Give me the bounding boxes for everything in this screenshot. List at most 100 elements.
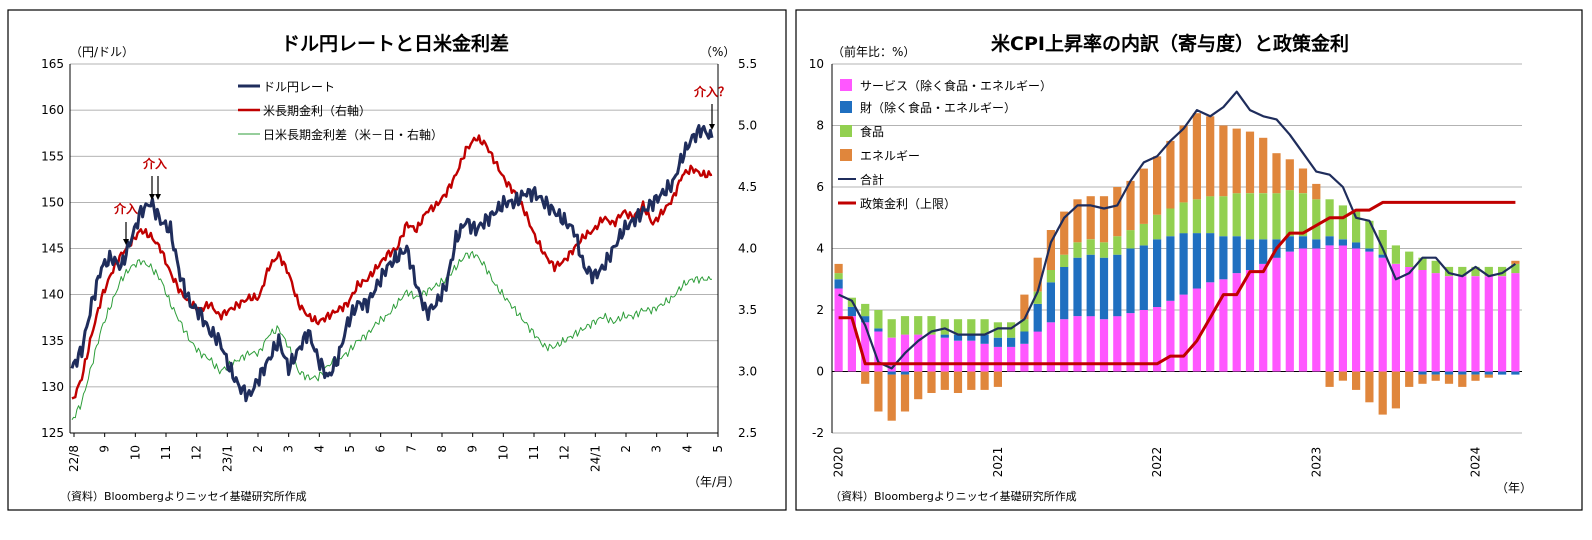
right-bar-segment bbox=[967, 319, 976, 335]
right-bar-segment bbox=[980, 319, 989, 335]
left-x-tick-label: 11 bbox=[159, 445, 173, 460]
right-bar-segment bbox=[914, 316, 923, 335]
right-panel-frame bbox=[795, 9, 1583, 511]
right-bar-segment bbox=[1471, 374, 1480, 381]
right-bar-segment bbox=[1352, 248, 1361, 372]
right-bar-segment bbox=[1232, 193, 1241, 237]
left-legend-label: 米長期金利（右軸） bbox=[263, 103, 371, 118]
right-bar-segment bbox=[1405, 266, 1414, 372]
right-bar-segment bbox=[1285, 159, 1294, 191]
right-bar-segment bbox=[1060, 266, 1069, 320]
right-bar-segment bbox=[1378, 371, 1387, 415]
right-y-unit: （前年比：%） bbox=[832, 44, 915, 59]
right-y-tick-label: 0 bbox=[816, 365, 824, 379]
right-legend-swatch bbox=[840, 125, 852, 137]
right-bar-segment bbox=[834, 263, 843, 274]
right-y-tick-label: 4 bbox=[816, 242, 824, 256]
right-bar-segment bbox=[953, 319, 963, 335]
right-y-tick-label: 8 bbox=[816, 119, 824, 133]
right-bar-segment bbox=[1418, 270, 1427, 372]
right-bar-segment bbox=[861, 371, 870, 384]
left-annotation-arrowhead bbox=[149, 194, 155, 200]
right-bar-segment bbox=[1007, 346, 1016, 372]
right-bar-segment bbox=[834, 273, 843, 280]
right-bar-segment bbox=[1219, 196, 1228, 237]
right-x-unit: （年） bbox=[1496, 481, 1532, 495]
left-y-tick-label: 150 bbox=[41, 195, 64, 209]
right-bar-segment bbox=[1113, 254, 1122, 317]
right-bar-segment bbox=[900, 316, 910, 335]
right-bar-segment bbox=[1007, 322, 1016, 338]
right-bar-segment bbox=[927, 371, 936, 393]
right-bar-segment bbox=[940, 319, 949, 335]
right-bar-segment bbox=[1139, 310, 1148, 372]
right-bar-segment bbox=[887, 337, 896, 372]
right-legend-label: 合計 bbox=[860, 172, 884, 187]
right-bar-segment bbox=[887, 374, 896, 421]
left-x-tick-label: 22/8 bbox=[67, 445, 81, 472]
left-y2-tick-label: 3.5 bbox=[738, 303, 757, 317]
right-bar-segment bbox=[1458, 266, 1467, 277]
right-bar-segment bbox=[1219, 236, 1228, 280]
right-bar-segment bbox=[1458, 276, 1467, 372]
left-annotation-arrowhead bbox=[155, 194, 161, 200]
right-bar-segment bbox=[874, 371, 883, 412]
right-bar-segment bbox=[1285, 190, 1294, 237]
right-bar-segment bbox=[1458, 371, 1467, 375]
right-bar-segment bbox=[1020, 319, 1029, 332]
right-bar-segment bbox=[1484, 374, 1493, 378]
left-x-tick-label: 9 bbox=[98, 445, 112, 453]
right-bar-segment bbox=[1166, 208, 1175, 237]
right-bar-segment bbox=[1245, 131, 1255, 194]
right-bar-segment bbox=[1391, 245, 1400, 264]
right-bar-segment bbox=[1179, 202, 1188, 234]
left-legend-label: ドル円レート bbox=[263, 80, 335, 94]
right-x-tick-label: 2020 bbox=[832, 447, 846, 478]
right-bar-segment bbox=[1391, 263, 1400, 372]
right-bar-segment bbox=[1418, 374, 1427, 384]
left-annotation-arrowhead bbox=[709, 124, 715, 130]
right-bar-segment bbox=[1365, 248, 1374, 252]
right-bar-segment bbox=[1166, 236, 1175, 301]
right-bar-segment bbox=[861, 303, 870, 317]
right-bar-segment bbox=[1073, 199, 1082, 243]
right-bar-segment bbox=[1007, 337, 1016, 347]
right-bar-segment bbox=[1365, 220, 1374, 249]
right-bar-segment bbox=[980, 334, 989, 344]
right-bar-segment bbox=[1232, 236, 1241, 274]
left-x-tick-label: 2 bbox=[619, 445, 633, 453]
left-y2-tick-label: 2.5 bbox=[738, 426, 757, 440]
right-bar-segment bbox=[1444, 374, 1454, 384]
left-plot-area: 1251301351401451501551601652.53.03.54.04… bbox=[41, 57, 757, 472]
right-bar-segment bbox=[1060, 319, 1069, 372]
right-bar-segment bbox=[1352, 242, 1361, 249]
right-bar-segment bbox=[1139, 245, 1148, 310]
right-bar-segment bbox=[1484, 276, 1493, 372]
left-x-tick-label: 4 bbox=[312, 445, 326, 453]
right-bar-segment bbox=[1444, 371, 1454, 375]
right-legend-swatch bbox=[840, 149, 852, 161]
right-bar-segment bbox=[1471, 276, 1480, 372]
right-legend-label: エネルギー bbox=[860, 149, 920, 163]
left-annotation-label: 介入 bbox=[113, 201, 138, 216]
left-annotation-label: 介入？ bbox=[693, 84, 730, 99]
right-bar-segment bbox=[953, 340, 963, 372]
right-bar-segment bbox=[980, 343, 989, 372]
right-bar-segment bbox=[1099, 196, 1109, 243]
right-y-tick-label: 10 bbox=[809, 57, 824, 71]
right-bar-segment bbox=[1086, 254, 1095, 317]
right-bar-segment bbox=[1444, 276, 1454, 372]
right-legend-label: 食品 bbox=[860, 124, 884, 139]
right-x-tick-label: 2023 bbox=[1309, 447, 1323, 478]
right-bar-segment bbox=[940, 371, 949, 390]
right-bar-segment bbox=[1113, 187, 1122, 237]
right-bar-segment bbox=[1139, 168, 1148, 224]
right-bar-segment bbox=[1298, 168, 1308, 194]
left-y-tick-label: 135 bbox=[41, 334, 64, 348]
right-bar-segment bbox=[914, 371, 923, 400]
right-bar-segment bbox=[1378, 257, 1387, 372]
left-y2-unit: （%） bbox=[700, 45, 735, 59]
right-bar-segment bbox=[834, 279, 843, 289]
left-chart-title: ドル円レートと日米金利差 bbox=[281, 32, 509, 55]
right-bar-segment bbox=[1298, 236, 1308, 249]
